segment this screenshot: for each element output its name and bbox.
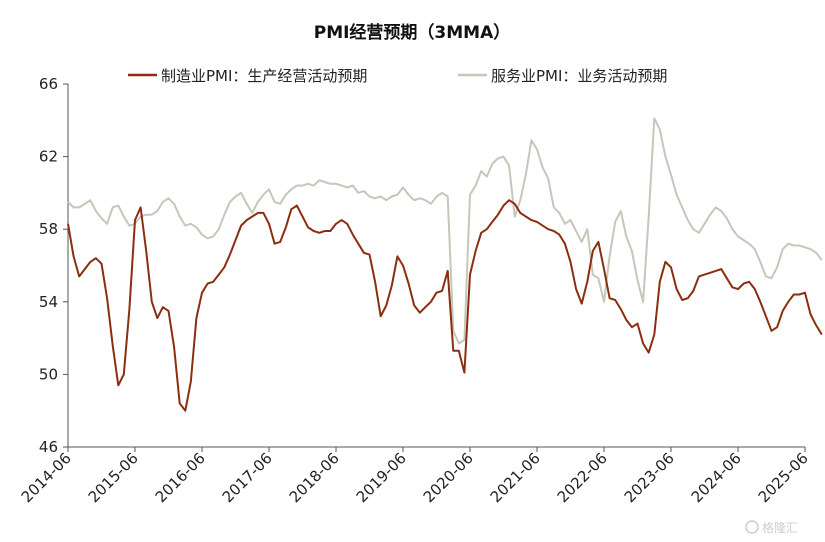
series-line-manufacturing bbox=[67, 199, 823, 412]
y-tick-label: 58 bbox=[39, 220, 58, 238]
y-tick-label: 62 bbox=[39, 148, 58, 166]
x-tick-label: 2022-06 bbox=[554, 449, 611, 506]
legend: 制造业PMI：生产经营活动预期 服务业PMI：业务活动预期 bbox=[128, 67, 667, 85]
y-tick-label: 66 bbox=[39, 75, 58, 93]
legend-label-services: 服务业PMI：业务活动预期 bbox=[491, 67, 667, 85]
x-tick-label: 2025-06 bbox=[755, 449, 812, 506]
series-line-services bbox=[67, 117, 823, 345]
x-tick-label: 2015-06 bbox=[85, 449, 142, 506]
x-tick-label: 2016-06 bbox=[152, 449, 209, 506]
x-tick-label: 2021-06 bbox=[487, 449, 544, 506]
x-tick-label: 2019-06 bbox=[353, 449, 410, 506]
watermark-text: 格隆汇 bbox=[762, 520, 798, 535]
x-tick-label: 2023-06 bbox=[621, 449, 678, 506]
y-tick-label: 46 bbox=[39, 438, 58, 456]
chart-title: PMI经营预期（3MMA） bbox=[314, 22, 511, 43]
legend-label-manufacturing: 制造业PMI：生产经营活动预期 bbox=[161, 67, 367, 85]
watermark-logo-icon bbox=[745, 520, 759, 534]
watermark: 格隆汇 bbox=[745, 520, 798, 535]
plot-area bbox=[67, 117, 823, 412]
y-tick-label: 50 bbox=[39, 365, 58, 383]
x-tick-label: 2014-06 bbox=[18, 449, 75, 506]
y-tick-label: 54 bbox=[39, 293, 58, 311]
x-tick-label: 2018-06 bbox=[286, 449, 343, 506]
x-tick-label: 2020-06 bbox=[420, 449, 477, 506]
x-tick-label: 2017-06 bbox=[219, 449, 276, 506]
x-tick-label: 2024-06 bbox=[688, 449, 745, 506]
y-axis: 46 50 54 58 62 66 bbox=[39, 75, 69, 456]
x-axis: 2014-06 2015-06 2016-06 2017-06 2018-06 2019-… bbox=[18, 446, 812, 506]
